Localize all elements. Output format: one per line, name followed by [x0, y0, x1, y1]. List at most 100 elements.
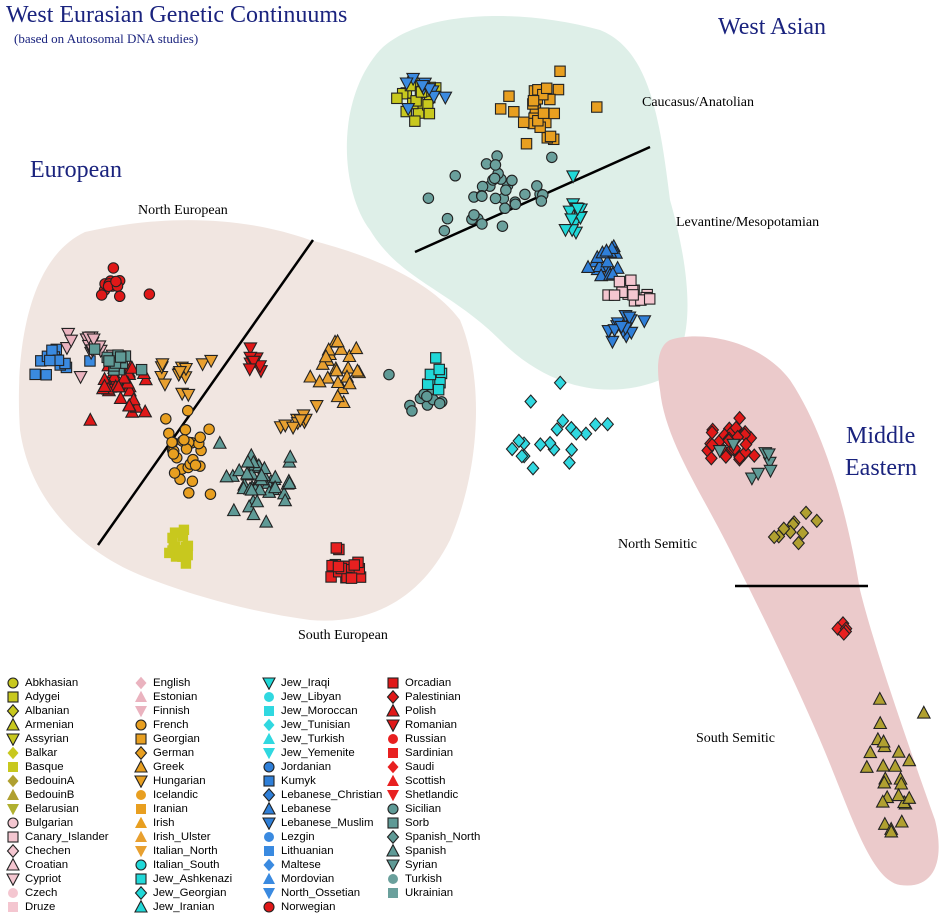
point — [496, 220, 509, 232]
point — [519, 188, 531, 201]
legend-label: Jew_Moroccan — [281, 705, 358, 717]
point — [570, 202, 585, 217]
legend-label: Romanian — [405, 719, 457, 731]
point — [189, 459, 202, 471]
point — [332, 560, 345, 573]
point — [183, 487, 195, 499]
legend-label: Jew_Ashkenazi — [153, 873, 233, 885]
point — [888, 758, 903, 772]
point — [342, 375, 357, 390]
legend-marker-icon — [7, 817, 19, 829]
point — [86, 333, 101, 347]
legend-label: BedouinB — [25, 789, 75, 801]
legend-label: Sorb — [405, 817, 430, 829]
region-label-west-asian: West Asian — [718, 14, 827, 40]
point — [240, 454, 256, 468]
legend-marker-icon — [136, 804, 146, 814]
legend-marker-icon — [135, 816, 147, 828]
legend-marker-icon — [262, 677, 276, 690]
legend-marker-icon — [7, 691, 19, 703]
point — [88, 343, 101, 355]
legend-marker-icon — [386, 830, 400, 844]
point — [562, 455, 576, 470]
point — [349, 340, 364, 355]
legend-label: Sicilian — [405, 803, 442, 815]
legend-label: Greek — [153, 761, 185, 773]
legend-label: North_Ossetian — [281, 887, 361, 899]
point — [178, 434, 190, 446]
legend-marker-icon — [8, 888, 18, 898]
legend-item: Scottish — [386, 774, 480, 788]
legend-item: Lithuanian — [262, 844, 382, 858]
region-label-european: European — [30, 157, 122, 183]
point — [168, 467, 181, 479]
legend-marker-icon — [263, 901, 275, 913]
point — [488, 172, 501, 185]
legend-marker-icon — [387, 817, 399, 829]
legend-marker-icon — [134, 900, 148, 913]
point — [726, 438, 741, 453]
legend-label: German — [153, 747, 195, 759]
legend-label: Icelandic — [153, 789, 198, 801]
legend-marker-icon — [264, 832, 274, 842]
subregion-label-north-european: North European — [138, 203, 228, 218]
point — [792, 535, 805, 551]
point — [277, 492, 293, 507]
legend-marker-icon — [388, 748, 398, 758]
point — [169, 527, 181, 538]
legend-label: Jew_Yemenite — [281, 747, 355, 759]
legend-marker-icon — [388, 888, 398, 898]
point — [83, 412, 98, 426]
point — [254, 467, 269, 482]
point — [110, 275, 122, 288]
point — [499, 202, 511, 215]
legend-label: Jew_Tunisian — [281, 719, 351, 731]
legend-item: Lebanese_Muslim — [262, 816, 382, 830]
subregion-label-south-european: South European — [298, 628, 388, 643]
legend-marker-icon — [262, 802, 276, 815]
point — [891, 787, 906, 802]
point — [508, 106, 520, 118]
point — [750, 467, 766, 482]
point — [113, 390, 128, 405]
legend-label: Irish — [153, 817, 175, 829]
legend-label: Polish — [405, 705, 437, 717]
point — [283, 449, 298, 463]
point — [579, 426, 593, 442]
legend-item: Canary_Islander — [6, 830, 109, 844]
point — [122, 382, 137, 397]
legend-item: Jordanian — [262, 760, 382, 774]
point — [553, 375, 567, 391]
legend-marker-icon — [135, 719, 147, 731]
legend-item: Assyrian — [6, 732, 109, 746]
point — [902, 790, 917, 804]
point — [613, 275, 626, 288]
point — [544, 130, 557, 143]
point — [556, 413, 570, 429]
legend-label: Adygei — [25, 691, 60, 703]
point — [111, 378, 126, 393]
legend-label: Palestinian — [405, 691, 461, 703]
point — [625, 274, 637, 286]
legend-label: Assyrian — [25, 733, 69, 745]
point — [422, 192, 435, 204]
point — [181, 388, 196, 403]
legend-item: German — [134, 746, 232, 760]
point — [505, 441, 519, 457]
subregion-label-south-semitic: South Semitic — [696, 731, 775, 746]
point — [739, 437, 753, 452]
legend-marker-icon — [388, 734, 398, 744]
legend-item: Georgian — [134, 732, 232, 746]
point — [167, 448, 180, 460]
legend-label: Abkhasian — [25, 677, 79, 689]
point — [515, 448, 529, 464]
legend-marker-icon — [386, 859, 400, 872]
legend-label: Belarusian — [25, 803, 79, 815]
point — [894, 814, 909, 828]
point — [591, 101, 603, 113]
caucasus-levantine-divider — [414, 145, 651, 254]
point — [799, 505, 813, 521]
point — [391, 92, 403, 105]
point — [406, 405, 418, 417]
